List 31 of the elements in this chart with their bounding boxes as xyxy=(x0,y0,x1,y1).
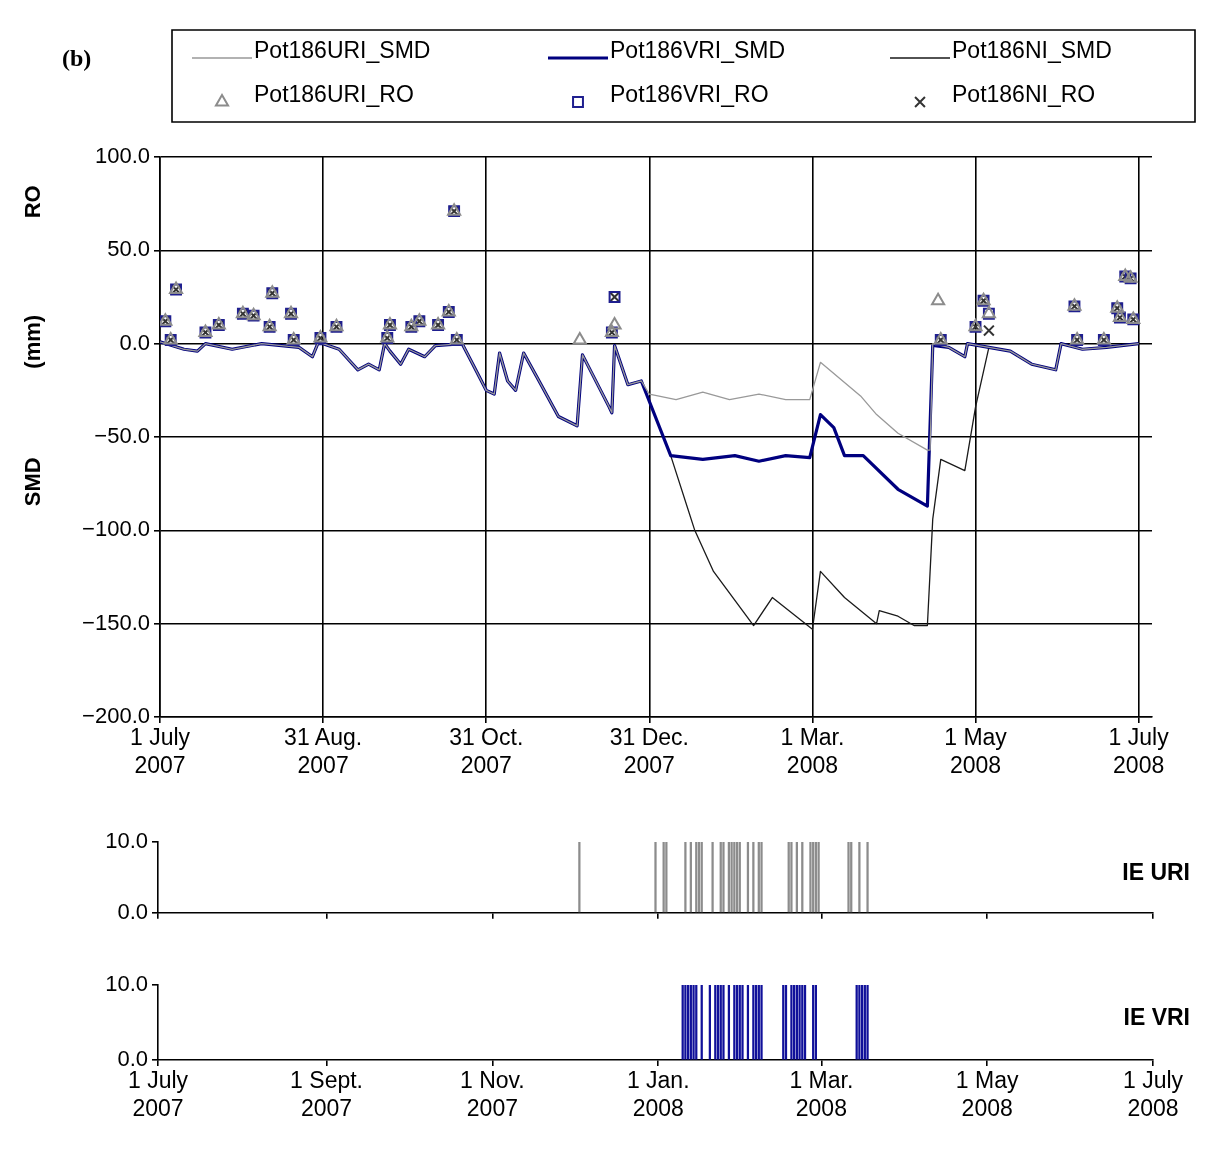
y-axis-title: IE VRI xyxy=(1123,1004,1190,1031)
x-tick-label: 1 July 2008 xyxy=(1108,724,1170,778)
legend-label: Pot186VRI_RO xyxy=(610,81,769,108)
y-axis-title: IE URI xyxy=(1122,859,1190,886)
legend-label: Pot186VRI_SMD xyxy=(610,37,786,64)
legend-label: Pot186URI_RO xyxy=(254,81,414,108)
x-tick-label: 31 Dec. 2007 xyxy=(609,724,689,778)
legend-label: Pot186NI_SMD xyxy=(952,37,1112,64)
y-tick-label: −50.0 xyxy=(94,423,150,449)
y-tick-label: −100.0 xyxy=(82,516,150,542)
y-tick-label: 100.0 xyxy=(94,143,150,169)
legend-label: Pot186URI_SMD xyxy=(254,37,431,64)
y-tick-label: 0.0 xyxy=(117,898,148,924)
x-tick-label: 1 Mar. 2008 xyxy=(780,724,845,778)
x-tick-label: 1 Mar. 2008 xyxy=(789,1067,854,1121)
legend-label: Pot186NI_RO xyxy=(952,81,1096,108)
x-tick-label: 31 Aug. 2007 xyxy=(284,724,363,778)
y-tick-label: 50.0 xyxy=(107,236,150,262)
x-tick-label: 1 May 2008 xyxy=(955,1067,1019,1121)
x-tick-label: 1 Nov. 2007 xyxy=(459,1067,525,1121)
x-tick-label: 1 Jan. 2008 xyxy=(626,1067,690,1121)
x-tick-label: 31 Oct. 2007 xyxy=(449,724,524,778)
x-tick-label: 1 July 2008 xyxy=(1122,1067,1184,1121)
y-tick-label: 10.0 xyxy=(105,828,148,854)
x-tick-label: 1 May 2008 xyxy=(944,724,1008,778)
text: SMD (mm) RO xyxy=(20,185,46,507)
y-tick-label: 0.0 xyxy=(119,329,150,355)
chart-title: (b) xyxy=(62,45,92,72)
y-tick-label: −150.0 xyxy=(82,609,150,635)
x-tick-label: 1 Sept. 2007 xyxy=(290,1067,363,1121)
y-tick-label: 10.0 xyxy=(105,971,148,997)
